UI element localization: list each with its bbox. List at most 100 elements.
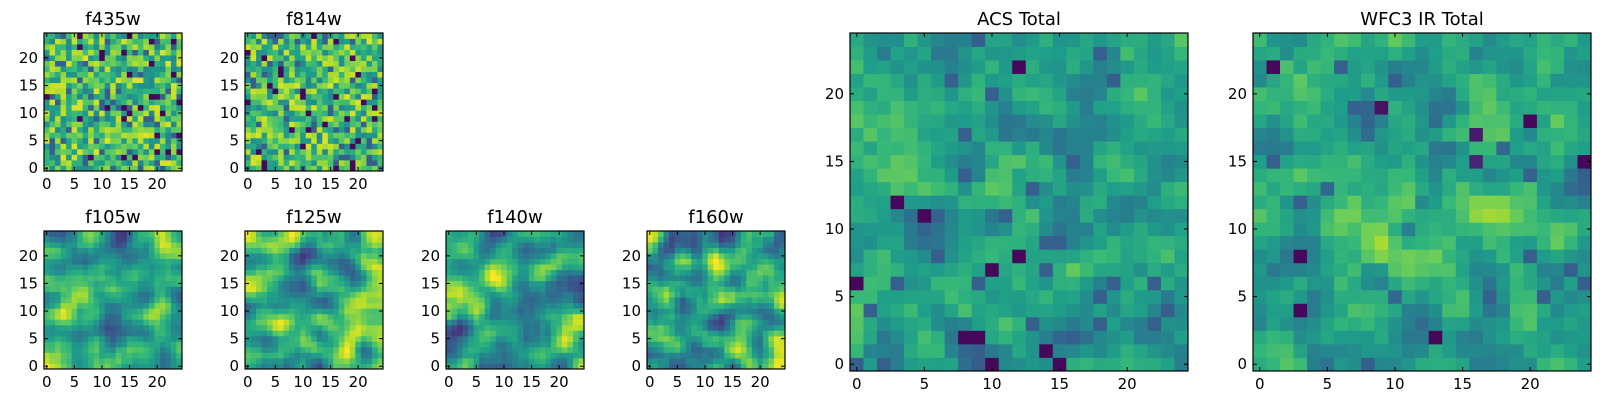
x-tick-label: 15 — [723, 373, 742, 391]
heatmap-cell — [735, 319, 742, 326]
heatmap-cell — [289, 159, 296, 166]
heatmap-cell — [159, 143, 166, 150]
heatmap-cell — [322, 132, 329, 139]
heatmap-cell — [1469, 181, 1484, 196]
heatmap-cell — [663, 297, 670, 304]
heatmap-cell — [1442, 249, 1457, 264]
heatmap-cell — [261, 242, 268, 248]
heatmap-cell — [484, 313, 491, 320]
heatmap-cell — [77, 99, 84, 106]
heatmap-cell — [539, 231, 546, 237]
heatmap-cell — [132, 291, 139, 298]
heatmap-cell — [1147, 127, 1162, 142]
heatmap-cell — [93, 159, 100, 166]
heatmap-cell — [958, 222, 973, 237]
heatmap-cell — [877, 195, 891, 210]
heatmap-cell — [647, 264, 653, 271]
heatmap-cell — [545, 341, 552, 348]
heatmap-cell — [71, 352, 78, 359]
heatmap-cell — [457, 313, 463, 320]
heatmap-cell — [944, 222, 959, 237]
heatmap-cell — [971, 276, 986, 291]
heatmap-cell — [93, 93, 100, 100]
heatmap-cell — [773, 352, 780, 359]
heatmap-cell — [267, 275, 273, 282]
heatmap-cell — [256, 82, 262, 89]
heatmap-cell — [256, 137, 262, 144]
heatmap-cell — [333, 93, 340, 100]
heatmap-cell — [176, 346, 183, 353]
axes-frame — [646, 230, 786, 370]
heatmap-cell — [729, 302, 736, 309]
heatmap-cell — [904, 276, 918, 291]
heatmap-cell — [484, 308, 491, 315]
heatmap-cell — [60, 148, 67, 155]
heatmap-cell — [272, 357, 279, 364]
heatmap-cell — [333, 82, 340, 89]
heatmap-cell — [1120, 262, 1135, 277]
heatmap-cell — [66, 159, 72, 166]
heatmap-cell — [762, 302, 769, 309]
heatmap-cell — [250, 236, 257, 243]
heatmap-cell — [143, 165, 150, 172]
heatmap-cell — [652, 308, 659, 315]
heatmap-cell — [468, 275, 474, 282]
heatmap-cell — [245, 49, 251, 56]
heatmap-cell — [110, 104, 117, 111]
heatmap-cell — [245, 330, 251, 337]
heatmap-cell — [1563, 235, 1578, 250]
heatmap-cell — [66, 132, 72, 139]
heatmap-cell — [66, 38, 72, 45]
heatmap-cell — [462, 302, 469, 309]
heatmap-cell — [718, 264, 725, 271]
heatmap-cell — [707, 258, 714, 265]
heatmap-cell — [495, 297, 502, 304]
heatmap-cell — [473, 357, 480, 364]
heatmap-cell — [278, 99, 285, 106]
heatmap-cell — [1012, 289, 1027, 304]
heatmap-cell — [506, 357, 513, 364]
heatmap-cell — [256, 99, 262, 106]
heatmap-cell — [322, 253, 329, 259]
heatmap-cell — [261, 77, 268, 84]
heatmap-cell — [1415, 222, 1430, 237]
heatmap-cell — [971, 100, 986, 115]
heatmap-cell — [176, 319, 183, 326]
heatmap-cell — [740, 330, 747, 337]
heatmap-cell — [126, 308, 133, 315]
heatmap-cell — [850, 222, 864, 237]
heatmap-cell — [1509, 316, 1524, 331]
heatmap-cell — [1388, 343, 1403, 358]
heatmap-cell — [126, 88, 133, 95]
heatmap-cell — [1455, 168, 1470, 183]
heatmap-cell — [371, 253, 378, 259]
heatmap-cell — [1415, 276, 1430, 291]
heatmap-cell — [567, 302, 574, 309]
heatmap-cell — [267, 93, 273, 100]
heatmap-cell — [506, 346, 513, 353]
heatmap-cell — [877, 141, 891, 156]
heatmap-cell — [1334, 262, 1349, 277]
heatmap-cell — [512, 319, 519, 326]
heatmap-cell — [71, 60, 78, 67]
heatmap-cell — [863, 235, 878, 250]
heatmap-cell — [1133, 357, 1148, 372]
heatmap-cell — [305, 264, 312, 271]
heatmap-cell — [322, 357, 329, 364]
heatmap-cell — [305, 352, 312, 359]
heatmap-cell — [77, 77, 84, 84]
heatmap-cell — [154, 55, 161, 61]
heatmap-cell — [1523, 195, 1538, 210]
heatmap-cell — [757, 313, 764, 320]
heatmap-cell — [99, 346, 106, 353]
heatmap-cell — [457, 247, 463, 254]
heatmap-cell — [60, 319, 67, 326]
heatmap-cell — [176, 66, 183, 73]
heatmap-cell — [148, 126, 155, 133]
heatmap-cell — [1428, 168, 1443, 183]
heatmap-cell — [713, 247, 720, 254]
heatmap-cell — [707, 308, 714, 315]
heatmap-cell — [1523, 235, 1538, 250]
heatmap-cell — [99, 264, 106, 271]
heatmap-cell — [82, 231, 89, 237]
